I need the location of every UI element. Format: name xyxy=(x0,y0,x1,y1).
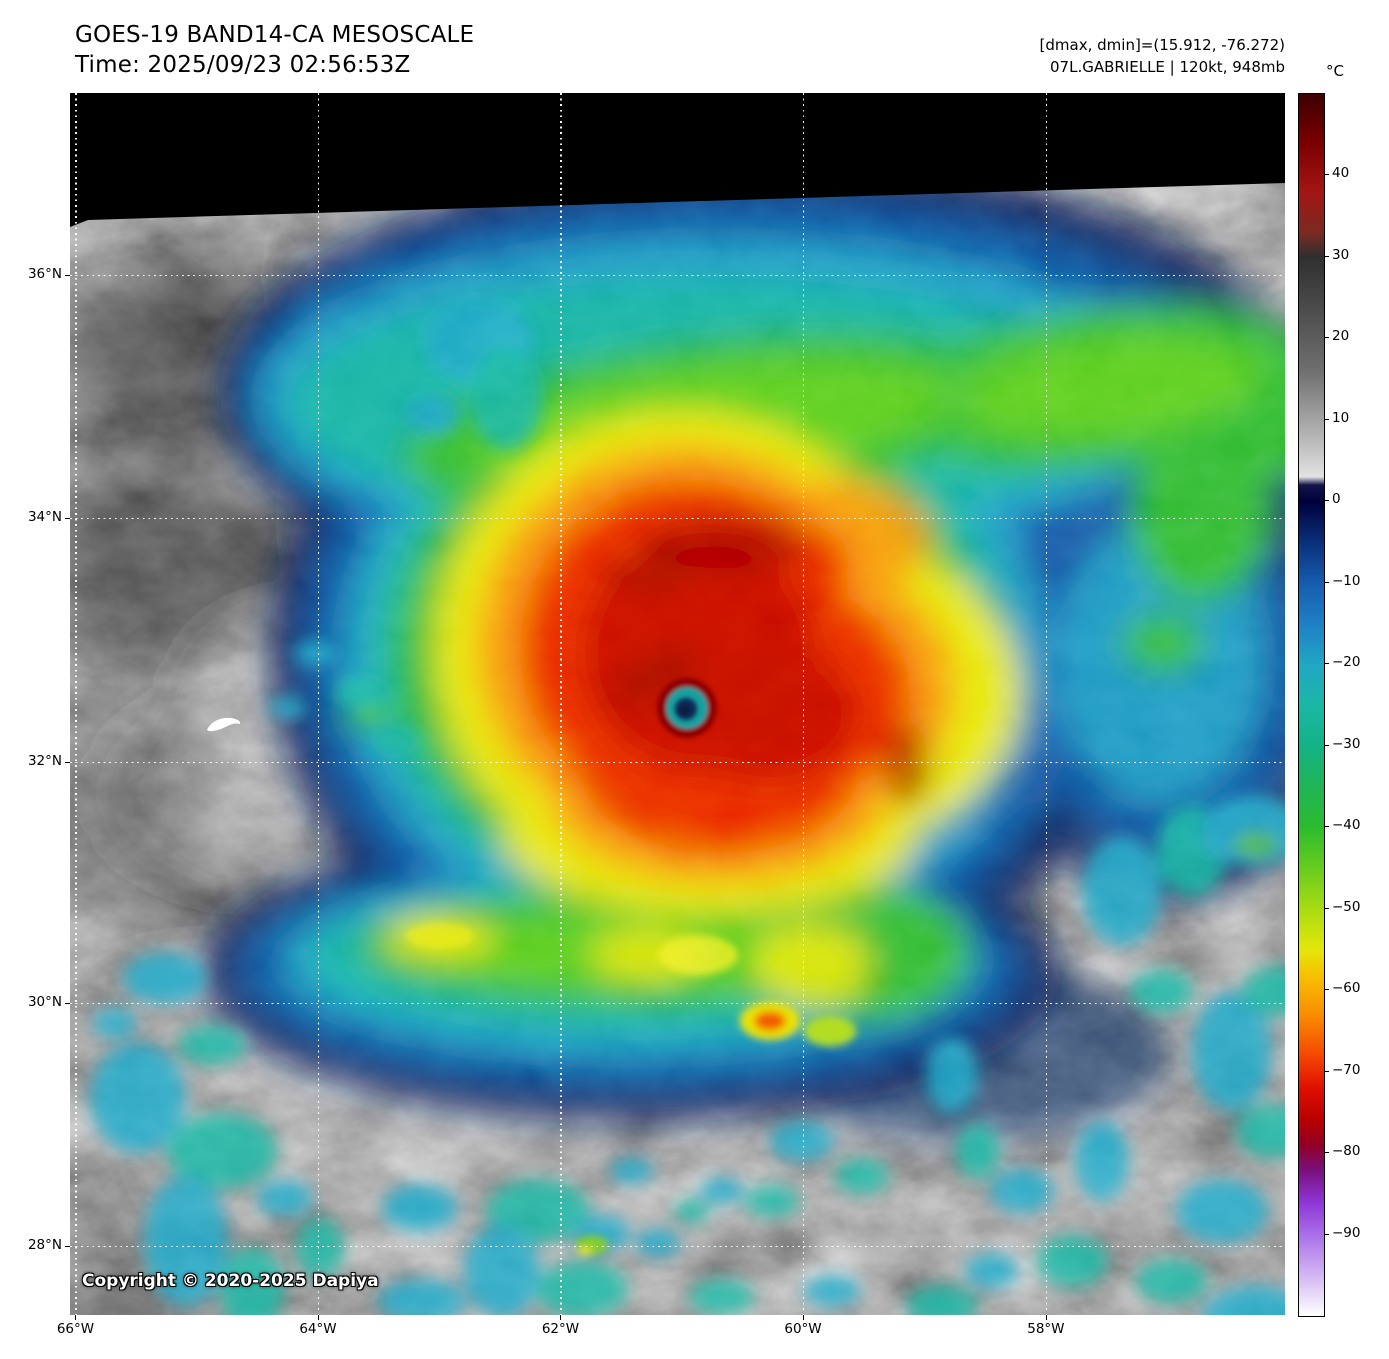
colorbar-tick-label: 20 xyxy=(1332,328,1350,345)
lat-tick-label: 34°N xyxy=(27,509,62,525)
page-title: GOES-19 BAND14-CA MESOSCALE xyxy=(75,22,475,48)
colorbar-unit: °C xyxy=(1326,62,1344,80)
colorbar-tick-mark xyxy=(1324,663,1329,665)
satellite-image xyxy=(70,93,1285,1315)
lon-tick-label: 62°W xyxy=(541,1321,580,1337)
colorbar-tick-mark xyxy=(1324,1233,1329,1235)
colorbar-tick-label: −80 xyxy=(1332,1143,1361,1160)
colorbar-tick-label: −10 xyxy=(1332,572,1361,589)
axis-tick xyxy=(65,518,70,519)
colorbar-tick-mark xyxy=(1324,581,1329,583)
lat-tick-label: 36°N xyxy=(27,266,62,283)
colorbar xyxy=(1298,93,1325,1317)
colorbar-tick-mark xyxy=(1324,418,1329,420)
axis-tick xyxy=(65,1245,70,1247)
axis-tick xyxy=(1045,1315,1047,1320)
colorbar-tick-label: −50 xyxy=(1332,898,1361,915)
storm-info: 07L.GABRIELLE | 120kt, 948mb xyxy=(1050,58,1285,76)
axis-tick xyxy=(803,1315,804,1320)
hurricane-eye xyxy=(657,678,717,738)
colorbar-tick-mark xyxy=(1324,907,1329,909)
colorbar-tick-mark xyxy=(1324,744,1329,746)
colorbar-tick-label: 30 xyxy=(1332,246,1350,263)
axis-tick xyxy=(65,762,70,764)
timestamp: Time: 2025/09/23 02:56:53Z xyxy=(75,52,411,78)
lon-tick-label: 58°W xyxy=(1027,1321,1065,1337)
colorbar-tick-label: −40 xyxy=(1332,817,1361,834)
axis-tick xyxy=(560,1315,562,1320)
colorbar-tick-mark xyxy=(1324,255,1329,257)
lat-tick-label: 30°N xyxy=(27,994,62,1011)
colorbar-tick-label: −60 xyxy=(1332,980,1361,997)
colorbar-tick-label: −20 xyxy=(1332,654,1361,671)
colorbar-tick-label: 40 xyxy=(1332,165,1350,182)
colorbar-tick-mark xyxy=(1324,174,1329,176)
axis-tick xyxy=(75,1315,77,1320)
axis-tick xyxy=(65,275,70,277)
colorbar-tick-mark xyxy=(1324,337,1329,339)
colorbar-tick-mark xyxy=(1324,1152,1329,1154)
copyright: Copyright © 2020-2025 Dapiya xyxy=(82,1271,379,1291)
satellite-map: Copyright © 2020-2025 Dapiya xyxy=(70,93,1285,1315)
lat-tick-label: 32°N xyxy=(27,753,62,770)
lat-tick-label: 28°N xyxy=(27,1236,62,1253)
colorbar-tick-label: 0 xyxy=(1332,491,1341,508)
dmax-dmin-readout: [dmax, dmin]=(15.912, -76.272) xyxy=(1039,36,1285,54)
colorbar-tick-label: −90 xyxy=(1332,1224,1361,1241)
colorbar-tick-mark xyxy=(1324,989,1329,991)
lon-tick-label: 64°W xyxy=(299,1321,337,1337)
bermuda-island-outline xyxy=(207,717,241,732)
colorbar-tick-mark xyxy=(1324,826,1329,828)
axis-tick xyxy=(65,1003,70,1005)
axis-tick xyxy=(317,1315,319,1320)
colorbar-tick-label: −30 xyxy=(1332,735,1361,752)
colorbar-tick-mark xyxy=(1324,1070,1329,1072)
colorbar-tick-mark xyxy=(1324,500,1329,502)
colorbar-tick-label: 10 xyxy=(1332,409,1350,426)
lon-tick-label: 60°W xyxy=(784,1321,822,1337)
colorbar-tick-label: −70 xyxy=(1332,1061,1361,1078)
lon-tick-label: 66°W xyxy=(56,1321,95,1337)
